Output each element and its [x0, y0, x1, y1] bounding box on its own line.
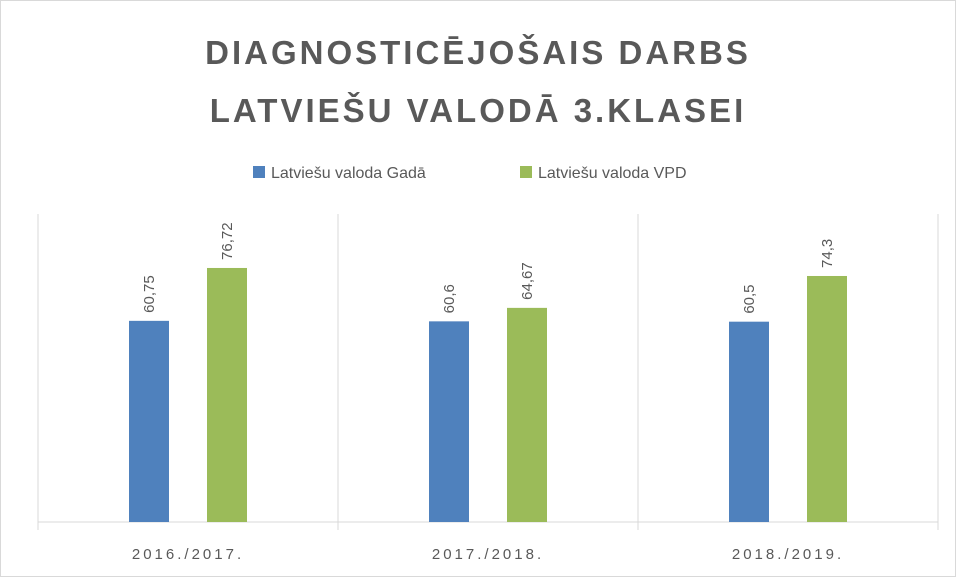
- legend-label: Latviešu valoda VPD: [538, 165, 687, 182]
- data-label: 60,6: [441, 284, 458, 313]
- chart-title: LATVIEŠU VALODĀ 3.KLASEI: [210, 91, 746, 129]
- data-label: 60,75: [141, 275, 158, 313]
- data-label: 76,72: [219, 222, 236, 260]
- bar: [207, 267, 247, 522]
- legend-swatch: [253, 166, 265, 178]
- bar: [429, 321, 469, 522]
- legend-label: Latviešu valoda Gadā: [271, 165, 426, 182]
- data-label: 74,3: [819, 239, 836, 268]
- bar: [507, 307, 547, 522]
- data-label: 60,5: [741, 284, 758, 313]
- bar: [129, 320, 169, 522]
- x-tick-label: 2016./2017.: [132, 546, 244, 563]
- chart-title: DIAGNOSTICĒJOŠAIS DARBS: [205, 33, 751, 71]
- bar: [807, 275, 847, 522]
- x-tick-label: 2017./2018.: [432, 546, 544, 563]
- x-tick-label: 2018./2019.: [732, 546, 844, 563]
- legend-swatch: [520, 166, 532, 178]
- bar: [729, 321, 769, 522]
- data-label: 64,67: [519, 262, 536, 300]
